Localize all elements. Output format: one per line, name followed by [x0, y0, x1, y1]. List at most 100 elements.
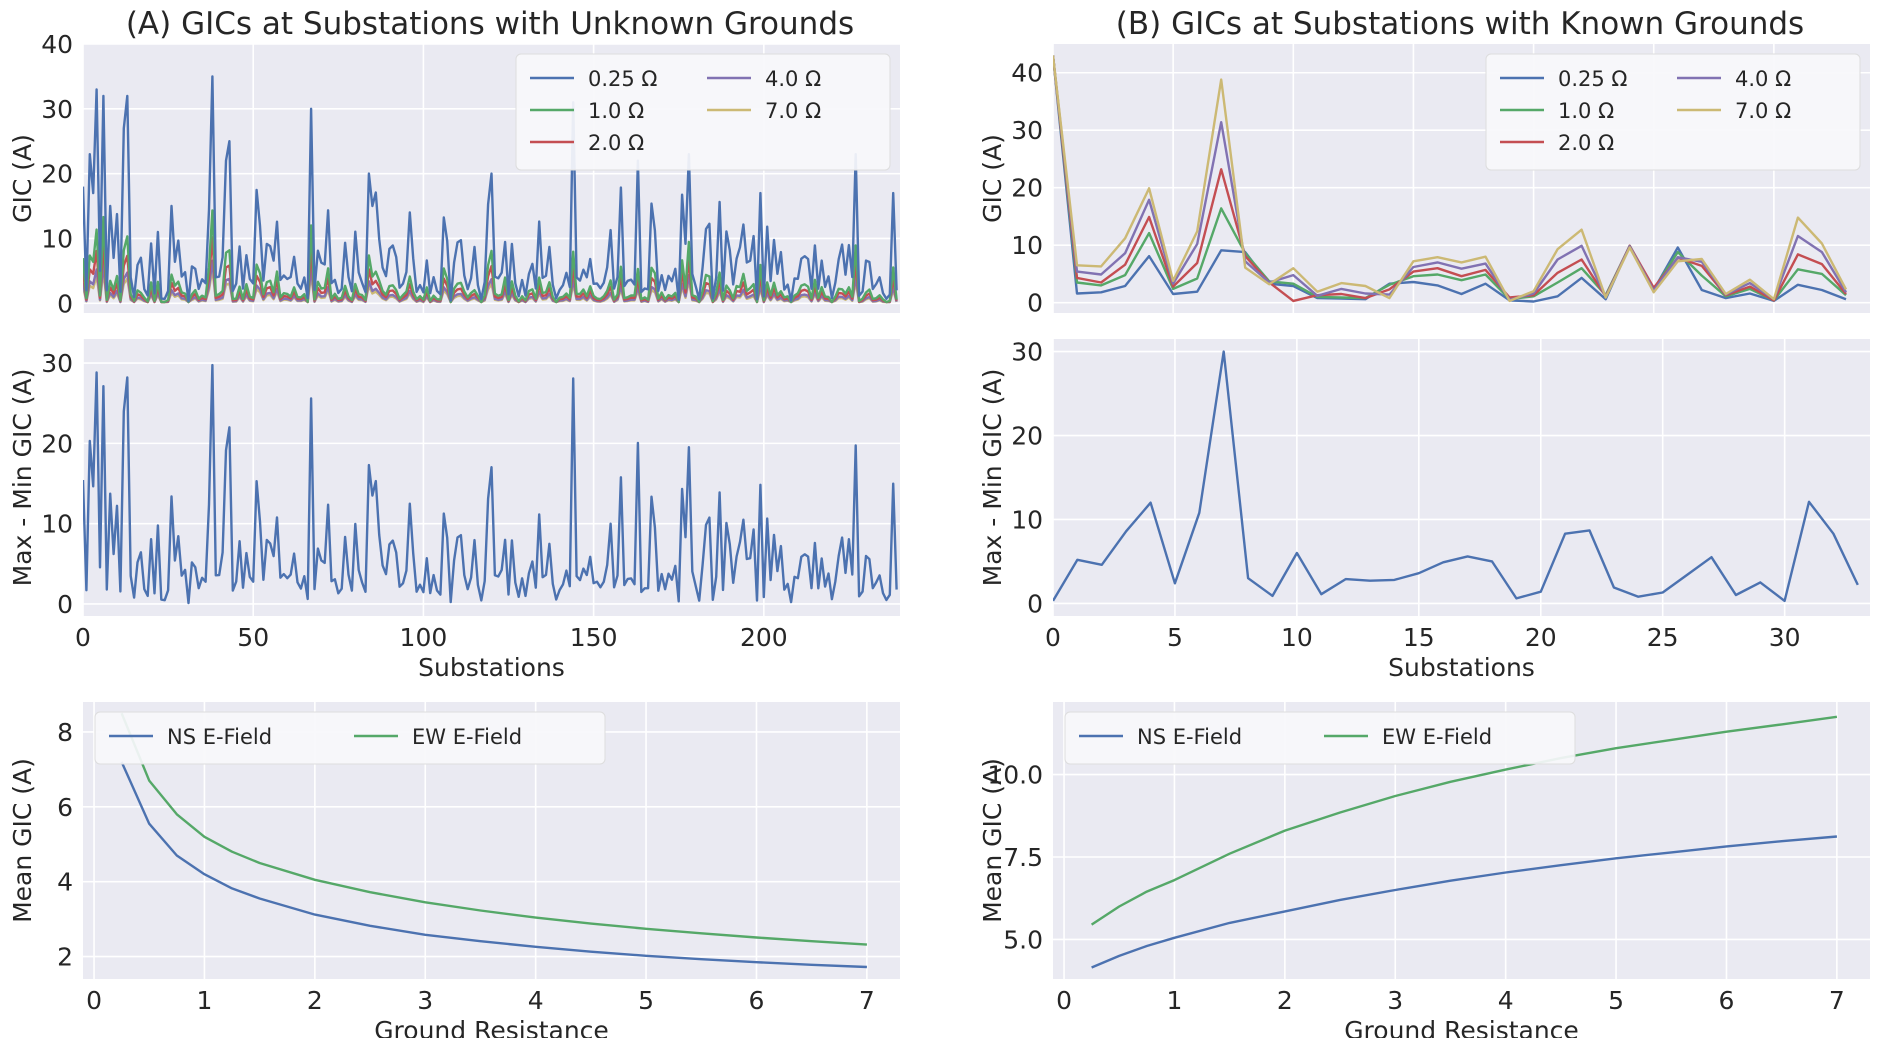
y-tick-label: 5.0: [1003, 925, 1043, 954]
x-tick-label: 4: [1498, 986, 1514, 1015]
legend-label: 1.0 Ω: [588, 99, 644, 123]
series-line-1: [1090, 715, 1838, 926]
y-tick-label: 20: [41, 160, 73, 189]
x-tick-label: 0: [86, 986, 102, 1015]
legend-label: 0.25 Ω: [1558, 67, 1627, 91]
y-tick-label: 40: [1011, 59, 1043, 88]
x-tick-label: 10: [1281, 623, 1313, 652]
x-tick-label: 6: [749, 986, 765, 1015]
x-tick-label: 0: [1045, 623, 1061, 652]
series-line-0: [1053, 55, 1847, 303]
series-line-1: [120, 712, 867, 946]
legend-label: 2.0 Ω: [1558, 131, 1614, 155]
series-group: [120, 712, 867, 969]
x-tick-label: 5: [638, 986, 654, 1015]
y-axis-label: GIC (A): [978, 134, 1007, 223]
x-tick-label: 200: [740, 623, 788, 652]
x-tick-label: 2: [1277, 986, 1293, 1015]
panel-b-title: (B) GICs at Substations with Known Groun…: [1116, 6, 1804, 42]
y-tick-label: 10: [41, 224, 73, 253]
x-tick-label: 15: [1403, 623, 1435, 652]
series-line-0: [83, 363, 898, 605]
x-tick-label: 7: [859, 986, 875, 1015]
x-tick-label: 4: [528, 986, 544, 1015]
legend-box: [1064, 711, 1576, 765]
series-line-0: [83, 75, 898, 303]
y-tick-label: 0: [57, 590, 73, 619]
panel-a-bot: 0 1 2 3 4 5 6 7 2 4 6 8 Mean GIC (A) Ground Resistanc…: [8, 702, 900, 1038]
legend-label: 1.0 Ω: [1558, 99, 1614, 123]
x-tick-label: 5: [1167, 623, 1183, 652]
y-tick-label: 30: [1011, 338, 1043, 367]
y-tick-label: 8: [57, 718, 73, 747]
x-tick-label: 2: [307, 986, 323, 1015]
legend: NS E-Field EW E-Field: [94, 711, 606, 765]
legend-label: 0.25 Ω: [588, 67, 657, 91]
series-group: [1053, 350, 1859, 603]
series-line-0: [120, 761, 867, 969]
y-tick-label: 20: [1011, 174, 1043, 203]
y-tick-label: 40: [41, 30, 73, 59]
x-tick-label: 25: [1647, 623, 1679, 652]
legend-label: 4.0 Ω: [765, 67, 821, 91]
y-tick-label: 10.0: [987, 761, 1043, 790]
legend: NS E-Field EW E-Field: [1064, 711, 1576, 765]
x-tick-label: 30: [1769, 623, 1801, 652]
y-tick-label: 30: [41, 95, 73, 124]
y-tick-label: 10: [1011, 505, 1043, 534]
y-tick-label: 4: [57, 868, 73, 897]
y-axis-label: Max - Min GIC (A): [978, 369, 1007, 587]
series-line-0: [1091, 835, 1838, 969]
x-axis-label: Ground Resistance: [374, 1016, 609, 1038]
y-tick-label: 2: [57, 943, 73, 972]
x-axis-label: Substations: [418, 653, 565, 682]
legend-label: 4.0 Ω: [1735, 67, 1791, 91]
y-tick-label: 0: [1027, 589, 1043, 618]
series-line-1: [83, 209, 898, 304]
y-tick-label: 10: [1011, 231, 1043, 260]
legend-label: EW E-Field: [412, 725, 522, 749]
legend-box: [94, 711, 606, 765]
y-axis-label: Mean GIC (A): [8, 758, 37, 923]
x-tick-label: 150: [570, 623, 618, 652]
panel-a-title: (A) GICs at Substations with Unknown Gro…: [126, 6, 854, 42]
legend-label: NS E-Field: [1137, 725, 1242, 749]
y-tick-label: 6: [57, 793, 73, 822]
y-axis-label: Max - Min GIC (A): [8, 369, 37, 587]
legend-box: [515, 53, 891, 171]
x-tick-label: 50: [237, 623, 269, 652]
y-tick-label: 0: [57, 289, 73, 318]
y-tick-label: 10: [41, 510, 73, 539]
legend-label: EW E-Field: [1382, 725, 1492, 749]
x-tick-label: 1: [196, 986, 212, 1015]
series-line-2: [1053, 55, 1847, 303]
y-tick-label: 20: [1011, 422, 1043, 451]
x-tick-label: 0: [1056, 986, 1072, 1015]
series-line-0: [1053, 350, 1859, 603]
y-axis-label: Mean GIC (A): [978, 758, 1007, 923]
x-tick-label: 0: [75, 623, 91, 652]
y-tick-label: 30: [1011, 116, 1043, 145]
x-tick-label: 3: [1387, 986, 1403, 1015]
legend: 0.25 Ω 1.0 Ω 2.0 Ω 4.0 Ω 7.0 Ω: [1485, 53, 1861, 171]
series-line-1: [1053, 55, 1847, 302]
legend-label: 2.0 Ω: [588, 131, 644, 155]
x-tick-label: 1: [1166, 986, 1182, 1015]
x-tick-label: 3: [417, 986, 433, 1015]
panel-a-top: 0 10 20 30 40 GIC (A) 0.25 Ω 1.0 Ω 2.0 Ω 4.0 Ω 7.0…: [8, 30, 900, 318]
x-tick-label: 100: [400, 623, 448, 652]
x-axis-label: Substations: [1388, 653, 1535, 682]
x-axis-label: Ground Resistance: [1344, 1016, 1579, 1038]
x-tick-label: 7: [1829, 986, 1845, 1015]
y-tick-label: 20: [41, 429, 73, 458]
x-tick-label: 6: [1719, 986, 1735, 1015]
series-line-4: [1053, 55, 1848, 303]
y-tick-label: 30: [41, 349, 73, 378]
y-tick-label: 0: [1027, 289, 1043, 318]
y-axis-label: GIC (A): [8, 134, 37, 223]
legend-label: 7.0 Ω: [1735, 99, 1791, 123]
